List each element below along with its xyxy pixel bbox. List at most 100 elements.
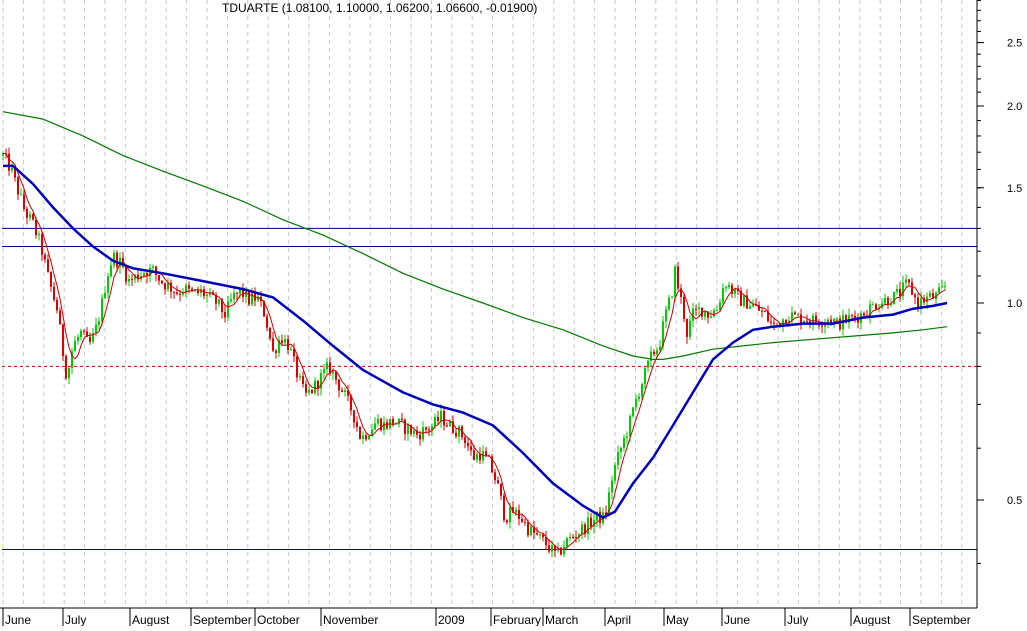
- candle-body: [812, 315, 814, 324]
- horizontal-lines: [2, 227, 977, 551]
- candle-body: [659, 346, 661, 351]
- candle-body: [572, 536, 574, 538]
- candle-body: [608, 492, 610, 515]
- candle-body: [671, 296, 673, 298]
- y-tick-label: 2.5: [1007, 38, 1022, 50]
- candle-body: [338, 379, 340, 391]
- candle-body: [182, 293, 184, 295]
- candle-body: [749, 306, 751, 309]
- candle-body: [515, 509, 517, 513]
- candle-body: [167, 282, 169, 290]
- candle-body: [47, 259, 49, 272]
- candle-body: [719, 302, 721, 311]
- candle-body: [101, 298, 103, 322]
- candle-body: [314, 380, 316, 393]
- candle-body: [329, 362, 331, 374]
- candle-body: [935, 292, 937, 299]
- candle-body: [917, 297, 919, 308]
- candle-body: [638, 396, 640, 399]
- candle-body: [803, 320, 805, 324]
- candle-body: [887, 297, 889, 306]
- candle-body: [662, 321, 664, 347]
- candle-body: [44, 254, 46, 260]
- candle-body: [728, 285, 730, 288]
- candle-body: [392, 418, 394, 424]
- candle-body: [689, 320, 691, 337]
- x-tick-label: September: [193, 613, 252, 626]
- candle-body: [425, 427, 427, 430]
- candle-body: [92, 332, 94, 342]
- candle-body: [269, 327, 271, 339]
- candle-body: [677, 266, 679, 289]
- candle-body: [752, 304, 754, 307]
- candle-body: [734, 288, 736, 294]
- candle-body: [692, 308, 694, 321]
- candle-body: [449, 421, 451, 427]
- candle-body: [86, 331, 88, 337]
- candle-body: [851, 315, 853, 317]
- candle-body: [563, 546, 565, 555]
- candle-body: [815, 315, 817, 323]
- candle-body: [920, 298, 922, 308]
- candle-body: [77, 337, 79, 342]
- candle-body: [50, 271, 52, 287]
- candle-body: [221, 299, 223, 312]
- candle-body: [128, 279, 130, 282]
- candle-body: [416, 430, 418, 435]
- candle-body: [158, 274, 160, 281]
- candle-body: [893, 291, 895, 305]
- candle-body: [467, 443, 469, 447]
- candle-body: [599, 511, 601, 523]
- candle-body: [458, 426, 460, 437]
- candle-body: [647, 360, 649, 368]
- candle-body: [41, 234, 43, 255]
- candle-body: [197, 290, 199, 293]
- candle-body: [491, 456, 493, 473]
- candle-body: [200, 289, 202, 293]
- candle-body: [344, 390, 346, 392]
- candle-body: [731, 285, 733, 294]
- candle-body: [215, 294, 217, 304]
- candle-body: [716, 310, 718, 312]
- candle-body: [395, 423, 397, 425]
- candle-body: [746, 295, 748, 309]
- candle-body: [251, 293, 253, 305]
- candle-body: [758, 305, 760, 311]
- candle-body: [434, 416, 436, 427]
- candle-body: [383, 422, 385, 431]
- candle-body: [644, 367, 646, 385]
- candle-body: [683, 296, 685, 319]
- candle-body: [821, 325, 823, 327]
- candle-body: [53, 286, 55, 300]
- candle-body: [302, 376, 304, 385]
- candle-body: [437, 416, 439, 422]
- candle-body: [611, 480, 613, 493]
- candle-body: [83, 330, 85, 332]
- candle-body: [341, 390, 343, 392]
- candle-body: [632, 407, 634, 416]
- candle-body: [944, 285, 946, 287]
- candle-body: [239, 289, 241, 294]
- candle-body: [566, 538, 568, 547]
- candle-body: [911, 282, 913, 295]
- candle-body: [230, 299, 232, 302]
- candle-body: [326, 362, 328, 370]
- candle-body: [278, 340, 280, 353]
- candle-body: [569, 536, 571, 539]
- candle-body: [353, 410, 355, 423]
- candle-body: [170, 282, 172, 292]
- candle-body: [668, 297, 670, 310]
- candle-body: [707, 311, 709, 318]
- candle-body: [473, 450, 475, 460]
- candle-body: [905, 279, 907, 283]
- candle-body: [485, 451, 487, 456]
- candle-body: [764, 311, 766, 313]
- candle-body: [461, 426, 463, 438]
- candle-body: [176, 292, 178, 294]
- candle-body: [578, 533, 580, 538]
- candle-body: [725, 287, 727, 289]
- candle-body: [617, 451, 619, 465]
- candle-body: [293, 348, 295, 357]
- candle-body: [680, 288, 682, 297]
